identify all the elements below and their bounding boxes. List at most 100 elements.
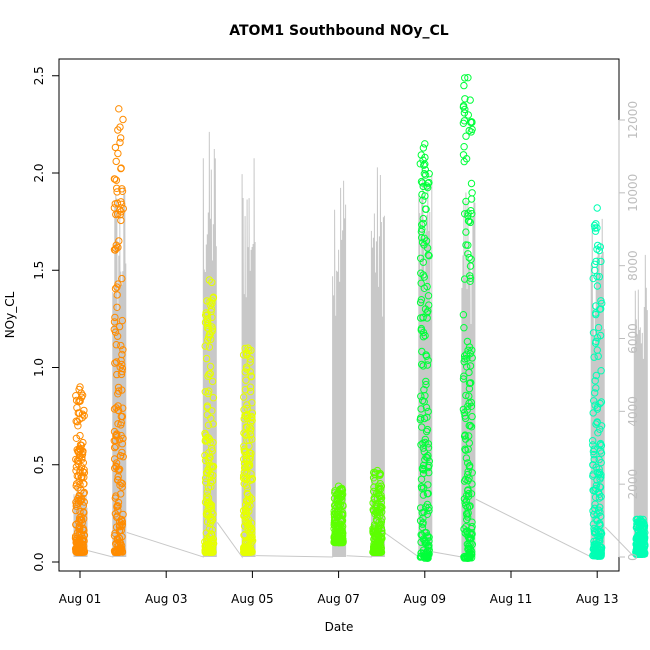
data-point [111,359,119,367]
data-point [113,503,121,511]
data-point [465,421,473,430]
data-point [79,526,87,534]
data-point [462,497,471,505]
data-point [417,504,425,512]
data-point [418,360,426,369]
data-point [243,423,251,432]
data-point [463,528,471,536]
data-point [377,504,385,512]
x-tick-label: Aug 03 [145,592,188,606]
data-point [201,474,210,482]
flight-points-f7 [416,140,433,562]
data-point [243,365,251,373]
flight-points-f2 [110,105,128,556]
data-point [72,434,81,442]
data-point [369,499,377,507]
data-point [421,305,430,313]
data-point [596,483,604,491]
data-point [118,316,127,325]
data-point [463,337,472,346]
altitude-trace-f9 [475,218,605,558]
data-point [206,298,214,306]
data-point [462,501,470,510]
data-point [112,492,120,500]
data-point [373,466,382,475]
data-point [424,444,433,452]
flight-points-f10 [632,515,649,558]
data-point [466,362,475,370]
data-point [463,540,472,548]
data-point [597,367,605,375]
data-point [424,542,432,551]
data-point [425,252,433,260]
data-point [114,506,122,514]
data-point [113,291,121,299]
data-point [203,495,211,503]
data-point [242,451,251,460]
data-point [464,250,472,258]
data-point [592,337,600,346]
data-point [241,516,250,524]
data-point [593,282,602,290]
x-tick-label: Aug 01 [59,592,102,606]
data-point [419,144,428,152]
data-point [203,402,212,410]
x-tick-label: Aug 07 [317,592,360,606]
data-point [208,447,216,455]
data-point [596,537,604,545]
data-point [203,297,211,305]
data-point [589,507,597,515]
y-tick-label: 1.0 [32,358,46,377]
data-point [466,262,475,270]
data-point [75,543,83,551]
y-tick-label: 0.5 [32,455,46,474]
data-point [76,383,84,391]
data-point [459,405,468,414]
data-point [464,545,472,553]
data-point [596,521,604,529]
data-point [461,210,469,218]
data-point [425,537,433,545]
data-point [112,462,120,470]
data-point [208,278,216,287]
data-point [248,409,257,417]
data-point [589,329,598,337]
data-point [423,554,432,562]
data-point [73,418,82,426]
data-point [371,548,379,556]
data-point [464,509,472,517]
data-point [117,412,126,421]
data-point [243,404,251,413]
data-point [424,307,432,315]
data-point [242,376,250,384]
data-point [377,482,385,490]
data-point [208,323,216,331]
data-point [592,384,600,392]
data-point [72,521,80,529]
data-point [420,414,429,423]
altitude-trace-f5 [256,180,347,558]
data-point [240,511,248,519]
data-point [242,497,251,505]
data-point [461,74,469,82]
flight-points-f9 [589,204,606,560]
data-point [119,404,127,412]
data-point [465,253,473,262]
data-point [468,210,476,218]
data-point [418,484,426,492]
data-point [114,243,122,252]
data-point [115,105,123,113]
data-point [593,272,601,281]
data-point [462,475,470,483]
data-point [594,241,602,250]
data-point [335,524,343,533]
data-point [468,469,476,477]
data-point [372,533,380,541]
data-point [205,459,213,467]
data-point [636,515,644,523]
x-axis-label: Date [325,620,354,634]
data-point [242,509,250,517]
data-point [118,274,126,283]
data-point [112,358,121,366]
data-point [640,548,648,557]
